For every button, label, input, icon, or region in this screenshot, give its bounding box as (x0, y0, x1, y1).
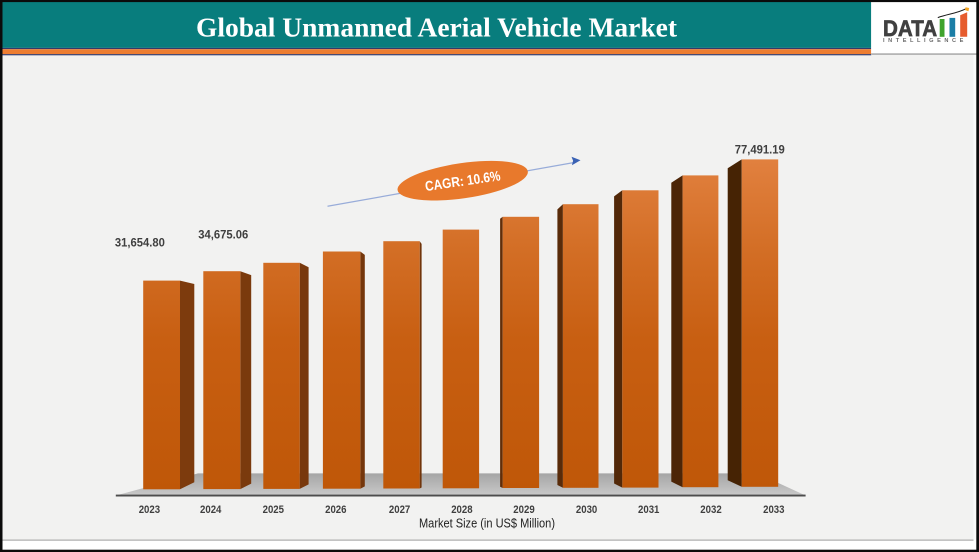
svg-text:2023: 2023 (139, 504, 160, 516)
svg-text:2026: 2026 (325, 504, 346, 516)
svg-text:2028: 2028 (451, 504, 472, 516)
svg-text:Market Size (in US$ Million): Market Size (in US$ Million) (419, 517, 555, 531)
svg-text:77,491.19: 77,491.19 (735, 142, 785, 156)
svg-text:DATA: DATA (883, 16, 937, 41)
svg-text:2032: 2032 (700, 504, 721, 516)
svg-text:2030: 2030 (576, 504, 597, 516)
svg-text:31,654.80: 31,654.80 (115, 235, 165, 249)
svg-text:2033: 2033 (763, 504, 784, 516)
svg-text:34,675.06: 34,675.06 (198, 227, 248, 241)
svg-text:2027: 2027 (389, 504, 410, 516)
svg-text:2031: 2031 (638, 504, 659, 516)
svg-text:INTELLIGENCE: INTELLIGENCE (883, 38, 967, 44)
svg-text:2024: 2024 (200, 504, 221, 516)
svg-text:Global Unmanned Aerial Vehicle: Global Unmanned Aerial Vehicle Market (196, 12, 677, 42)
svg-text:2025: 2025 (263, 504, 284, 516)
svg-text:2029: 2029 (513, 504, 534, 516)
